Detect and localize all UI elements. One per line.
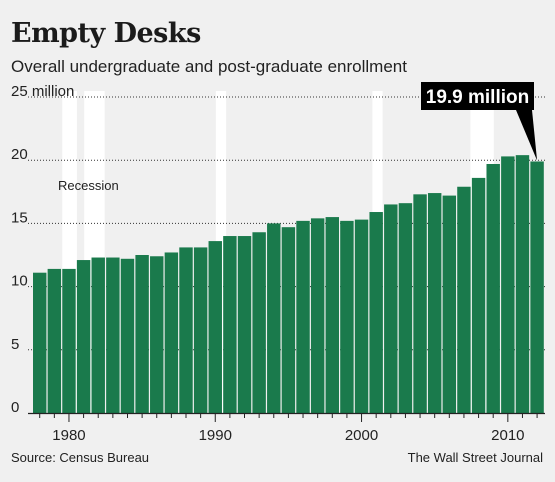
bar — [237, 236, 252, 413]
publisher-credit: The Wall Street Journal — [407, 450, 543, 465]
y-tick-label: 15 — [11, 209, 28, 226]
bar — [442, 195, 457, 413]
chart-title: Empty Desks — [11, 18, 201, 49]
bar — [413, 194, 427, 413]
source-note: Source: Census Bureau — [11, 450, 150, 465]
bar — [223, 236, 237, 413]
bar — [164, 252, 179, 413]
callout-pointer — [516, 110, 538, 161]
callout-box — [421, 82, 534, 110]
bar — [398, 203, 413, 413]
x-tick-label: 1990 — [199, 427, 232, 444]
callout: 19.9 million — [421, 82, 538, 161]
y-tick-label: 25 million — [11, 83, 74, 100]
y-tick-label: 10 — [11, 273, 28, 290]
bar — [252, 232, 266, 413]
bar — [296, 220, 310, 413]
bar — [47, 268, 62, 413]
bars — [33, 155, 544, 414]
bar — [106, 257, 120, 413]
y-tick-label: 0 — [11, 399, 19, 416]
bar — [150, 256, 164, 413]
bar — [486, 163, 500, 413]
x-tick-label: 2000 — [345, 427, 378, 444]
bar — [354, 219, 369, 413]
bar — [281, 227, 296, 413]
bar — [33, 272, 47, 413]
bar — [208, 241, 222, 413]
bar — [501, 156, 515, 413]
bar — [530, 161, 544, 413]
bar — [427, 193, 442, 413]
x-tick-label: 1980 — [52, 427, 85, 444]
y-tick-label: 5 — [11, 336, 19, 353]
bar — [369, 212, 383, 413]
bar — [62, 268, 76, 413]
bar — [179, 247, 193, 413]
bar — [384, 204, 398, 413]
bar — [457, 186, 471, 413]
bar — [340, 220, 354, 413]
bar — [471, 177, 486, 413]
bar — [76, 260, 91, 413]
bar — [515, 155, 530, 414]
chart-subtitle: Overall undergraduate and post-graduate … — [11, 57, 407, 76]
bar — [91, 257, 105, 413]
bar — [120, 258, 135, 413]
callout-label: 19.9 million — [426, 87, 529, 108]
axes — [28, 412, 545, 422]
recession-label: Recession — [58, 178, 119, 193]
tick-labels: 0 5 10 15 20 25 million 1980 1990 2000 2010 — [11, 83, 525, 444]
bar — [193, 247, 208, 413]
bar — [135, 255, 149, 413]
bar — [325, 217, 339, 413]
x-tick-label: 2010 — [491, 427, 524, 444]
bar — [267, 223, 281, 413]
y-tick-label: 20 — [11, 146, 28, 163]
bar — [310, 218, 325, 413]
